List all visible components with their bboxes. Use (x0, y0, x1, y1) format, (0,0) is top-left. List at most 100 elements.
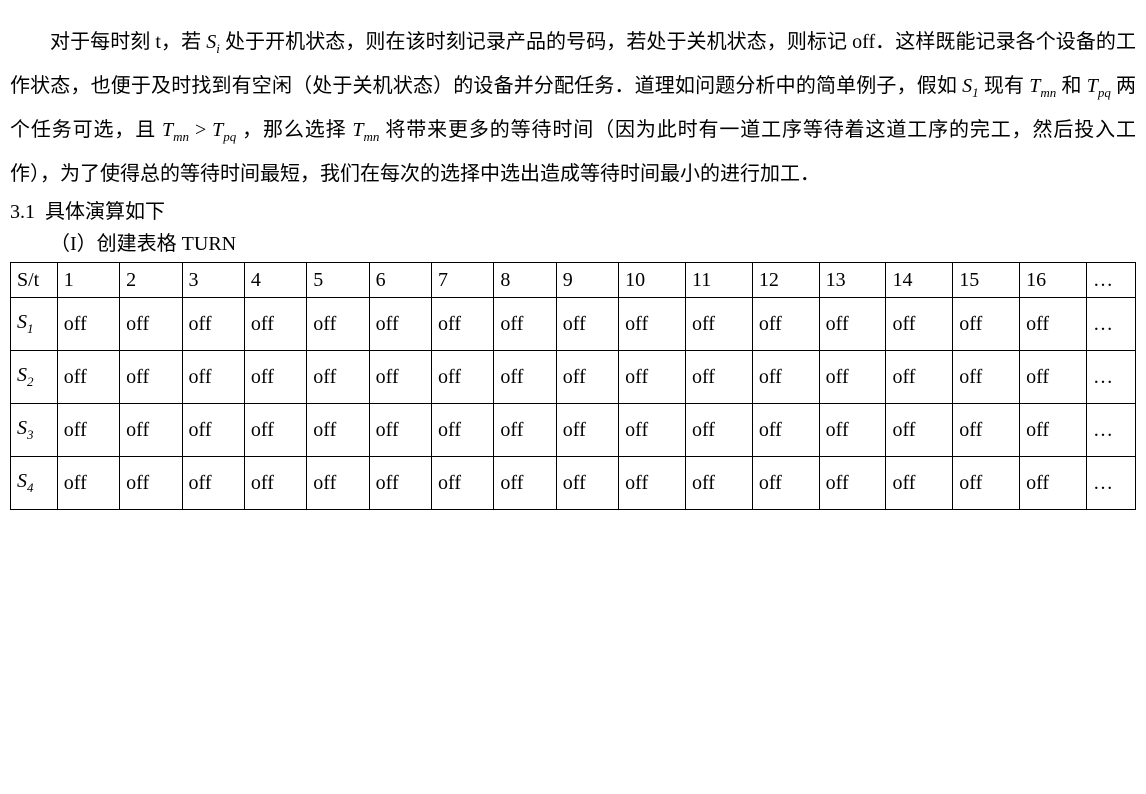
text-run: 现有 (984, 75, 1029, 97)
table-cell: off (307, 351, 369, 404)
header-col: … (1086, 263, 1135, 298)
table-cell: off (182, 298, 244, 351)
section-number: 3.1 (10, 201, 35, 223)
sym-Tmn-2: Tmn (162, 119, 189, 141)
row-label: S4 (11, 457, 58, 510)
table-cell: off (953, 298, 1020, 351)
header-col: 2 (120, 263, 182, 298)
header-col: 11 (685, 263, 752, 298)
header-col: 3 (182, 263, 244, 298)
header-col: 6 (369, 263, 431, 298)
table-cell: off (953, 351, 1020, 404)
table-cell: off (819, 351, 886, 404)
table-row: S2offoffoffoffoffoffoffoffoffoffoffoffof… (11, 351, 1136, 404)
table-cell: off (752, 404, 819, 457)
header-col: 8 (494, 263, 556, 298)
turn-table: S/t12345678910111213141516…S1offoffoffof… (10, 262, 1136, 510)
table-row: S3offoffoffoffoffoffoffoffoffoffoffoffof… (11, 404, 1136, 457)
table-cell: off (556, 404, 618, 457)
table-cell: off (369, 298, 431, 351)
table-cell: off (369, 457, 431, 510)
sym-base: S (206, 31, 216, 53)
sym-sub: 1 (972, 85, 979, 100)
row-label: S3 (11, 404, 58, 457)
sym-sub: mn (173, 129, 189, 144)
table-cell: off (685, 351, 752, 404)
table-cell: off (182, 457, 244, 510)
header-col: 10 (619, 263, 686, 298)
table-cell: off (182, 351, 244, 404)
table-cell: off (244, 404, 306, 457)
table-cell: off (619, 457, 686, 510)
sym-Si: Si (206, 31, 220, 53)
table-row: S1offoffoffoffoffoffoffoffoffoffoffoffof… (11, 298, 1136, 351)
step-text: （I）创建表格 TURN (50, 233, 236, 255)
header-col: 12 (752, 263, 819, 298)
table-cell: off (494, 298, 556, 351)
table-cell: off (120, 351, 182, 404)
table-cell: off (685, 404, 752, 457)
row-label: S2 (11, 351, 58, 404)
table-cell: off (1020, 351, 1087, 404)
table-cell: off (953, 457, 1020, 510)
row-label: S1 (11, 298, 58, 351)
table-cell: off (685, 457, 752, 510)
table-cell: off (120, 404, 182, 457)
table-cell: off (752, 457, 819, 510)
table-cell: off (57, 351, 119, 404)
table-cell: off (494, 457, 556, 510)
header-corner: S/t (11, 263, 58, 298)
header-col: 13 (819, 263, 886, 298)
sym-sub: i (216, 41, 220, 56)
table-cell: off (120, 298, 182, 351)
table-cell: off (619, 298, 686, 351)
header-col: 1 (57, 263, 119, 298)
table-cell: off (1020, 404, 1087, 457)
table-cell: … (1086, 351, 1135, 404)
step-label: （I）创建表格 TURN (10, 228, 1136, 260)
table-cell: off (819, 404, 886, 457)
table-cell: off (57, 404, 119, 457)
table-cell: off (619, 404, 686, 457)
header-col: 5 (307, 263, 369, 298)
header-col: 7 (432, 263, 494, 298)
table-cell: off (244, 298, 306, 351)
table-cell: off (432, 351, 494, 404)
sym-sub: pq (223, 129, 236, 144)
table-cell: … (1086, 298, 1135, 351)
sym-S1: S1 (962, 75, 979, 97)
sym-Tpq-2: Tpq (212, 119, 236, 141)
table-cell: off (307, 457, 369, 510)
header-col: 16 (1020, 263, 1087, 298)
sym-Tpq: Tpq (1087, 75, 1111, 97)
table-cell: off (57, 457, 119, 510)
table-cell: off (369, 351, 431, 404)
text-run: 对于每时刻 t，若 (50, 31, 206, 53)
header-col: 9 (556, 263, 618, 298)
header-col: 4 (244, 263, 306, 298)
sym-sub: pq (1098, 85, 1111, 100)
sym-base: S (962, 75, 972, 97)
gt-sign: > (195, 119, 212, 141)
table-cell: off (432, 404, 494, 457)
section-title: 具体演算如下 (45, 201, 165, 223)
table-cell: off (432, 298, 494, 351)
table-cell: off (307, 404, 369, 457)
table-cell: off (1020, 457, 1087, 510)
table-cell: off (886, 404, 953, 457)
table-cell: off (556, 457, 618, 510)
header-col: 14 (886, 263, 953, 298)
table-cell: off (369, 404, 431, 457)
table-cell: off (752, 298, 819, 351)
table-cell: off (886, 351, 953, 404)
sym-Tmn-3: Tmn (352, 119, 379, 141)
table-cell: off (307, 298, 369, 351)
table-row: S4offoffoffoffoffoffoffoffoffoffoffoffof… (11, 457, 1136, 510)
table-cell: off (494, 404, 556, 457)
table-cell: off (752, 351, 819, 404)
sym-base: T (162, 119, 173, 141)
text-run: ，那么选择 (242, 119, 352, 141)
text-run: 和 (1061, 75, 1086, 97)
table-cell: … (1086, 404, 1135, 457)
table-cell: off (619, 351, 686, 404)
